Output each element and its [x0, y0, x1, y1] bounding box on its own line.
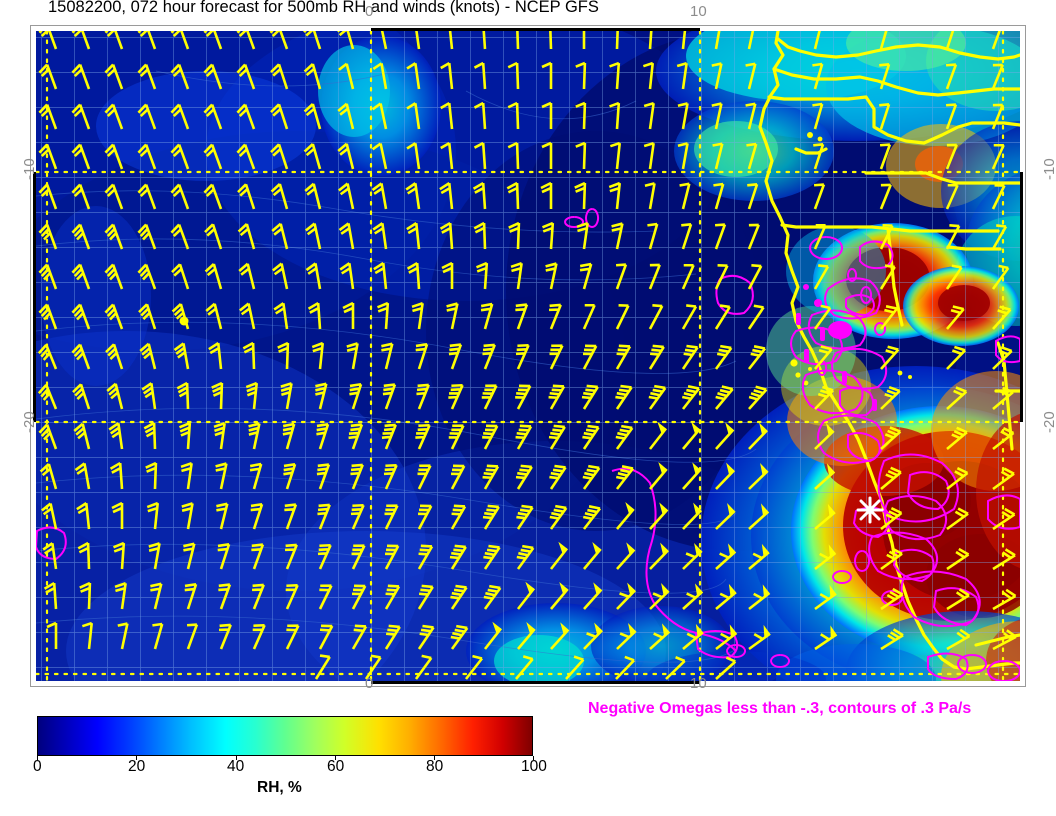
- map-canvas: [36, 31, 1020, 681]
- cb-tick-40: 40: [227, 758, 245, 775]
- cb-tick-100: 100: [521, 758, 547, 775]
- cb-mark-80: [434, 756, 435, 760]
- page-title: 15082200, 072 hour forecast for 500mb RH…: [48, 0, 599, 16]
- frame-segment-right: [1017, 172, 1023, 422]
- y-tick-left-minus20: -20: [21, 411, 38, 433]
- cb-mark-40: [236, 756, 237, 760]
- omega-note: Negative Omegas less than -.3, contours …: [588, 700, 972, 717]
- cb-mark-20: [136, 756, 137, 760]
- y-tick-right-minus20: -20: [1041, 411, 1056, 433]
- cb-mark-0: [37, 756, 38, 760]
- x-tick-top-0: 0: [365, 3, 374, 20]
- cb-tick-80: 80: [426, 758, 444, 775]
- omega-contours: [36, 208, 1020, 681]
- cb-mark-60: [335, 756, 336, 760]
- station-marker: [856, 496, 884, 524]
- cb-mark-100: [533, 756, 534, 760]
- y-tick-left-minus10: -10: [21, 158, 38, 180]
- cb-tick-0: 0: [33, 758, 42, 775]
- x-tick-bottom-10: 10: [690, 675, 707, 692]
- colorbar-label: RH, %: [257, 779, 302, 796]
- forecast-map-figure: [30, 25, 1026, 687]
- map-plot-area[interactable]: [36, 31, 1020, 681]
- rh-colorbar[interactable]: [37, 716, 533, 756]
- x-tick-bottom-0: 0: [365, 675, 374, 692]
- cb-tick-60: 60: [327, 758, 345, 775]
- x-tick-top-10: 10: [690, 3, 707, 20]
- omega-filled-cells: [796, 284, 877, 411]
- frame-segment-bottom: [371, 678, 700, 684]
- y-tick-right-minus10: -10: [1041, 158, 1056, 180]
- cb-tick-20: 20: [128, 758, 146, 775]
